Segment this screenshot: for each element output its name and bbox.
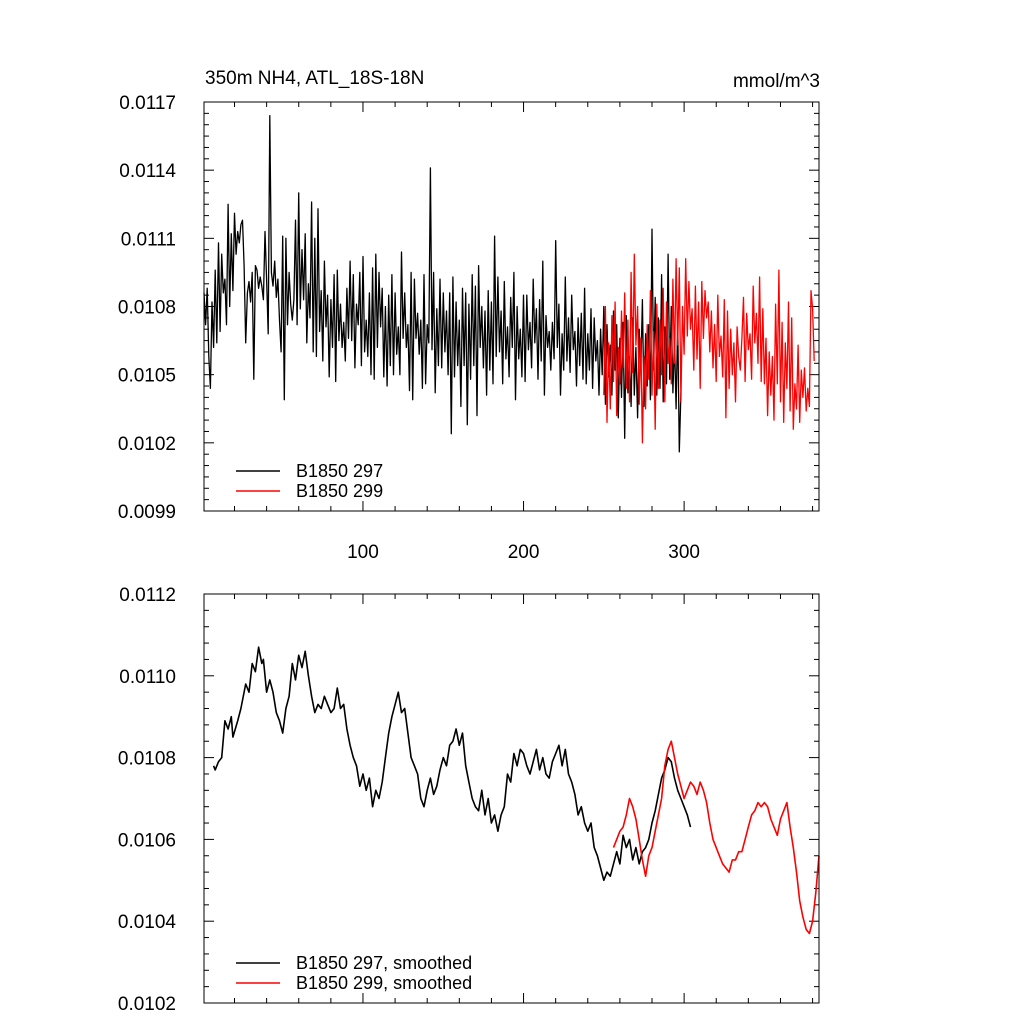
bottom-series-b1850-299-smoothed-line: [612, 740, 820, 935]
y-tick-label: 0.0114: [119, 161, 176, 182]
y-tick-label: 0.0108: [118, 298, 176, 319]
bottom-panel: 0.0102 0.0104 0.0106 0.0108 0.0110 0.0112 B18…: [118, 585, 820, 1015]
y-tick-label: 0.0112: [119, 585, 176, 606]
bottom-legend: B1850 297, smoothed B1850 299, smoothed: [236, 953, 472, 993]
top-plot-frame: [203, 101, 820, 512]
x-tick-label: 100: [347, 542, 379, 563]
y-tick-label: 0.0102: [118, 434, 176, 455]
bottom-axis-ticks: [204, 593, 819, 1004]
top-series-b1850-299-line: [603, 253, 815, 444]
top-legend-label-299: B1850 299: [296, 481, 383, 501]
bottom-legend-label-299: B1850 299, smoothed: [296, 973, 472, 993]
y-tick-label: 0.0106: [118, 830, 176, 851]
top-chart-title: 350m NH4, ATL_18S-18N: [205, 68, 424, 89]
bottom-legend-label-297: B1850 297, smoothed: [296, 953, 472, 973]
top-x-tick-labels: 100 200 300: [347, 542, 700, 563]
y-tick-label: 0.0117: [119, 93, 176, 114]
top-panel: 350m NH4, ATL_18S-18N mmol/m^3 0.00990.0…: [118, 68, 820, 563]
bottom-plot-frame: [203, 593, 820, 1004]
top-series-b1850-297-line: [203, 114, 682, 453]
y-tick-label: 0.0102: [118, 994, 176, 1015]
bottom-series-b1850-297-smoothed-line: [212, 646, 692, 882]
top-chart-units: mmol/m^3: [733, 71, 820, 92]
top-legend: B1850 297 B1850 299: [236, 461, 383, 501]
y-tick-label: 0.0110: [119, 667, 176, 688]
y-tick-label: 0.0105: [118, 366, 176, 387]
y-tick-label: 0.0111: [121, 229, 176, 250]
top-y-tick-labels: 0.0099 0.0102 0.0105 0.0108 0.0111 0.0114 0.01…: [118, 93, 177, 523]
y-tick-label: 0.0104: [118, 912, 177, 933]
x-tick-label: 200: [508, 542, 540, 563]
bottom-y-tick-labels: 0.0102 0.0104 0.0106 0.0108 0.0110 0.0112: [118, 585, 177, 1015]
y-tick-label: 0.0108: [118, 749, 176, 770]
top-legend-label-297: B1850 297: [296, 461, 383, 481]
y-tick-label: 0.0099: [118, 502, 176, 523]
x-tick-label: 300: [668, 542, 700, 563]
